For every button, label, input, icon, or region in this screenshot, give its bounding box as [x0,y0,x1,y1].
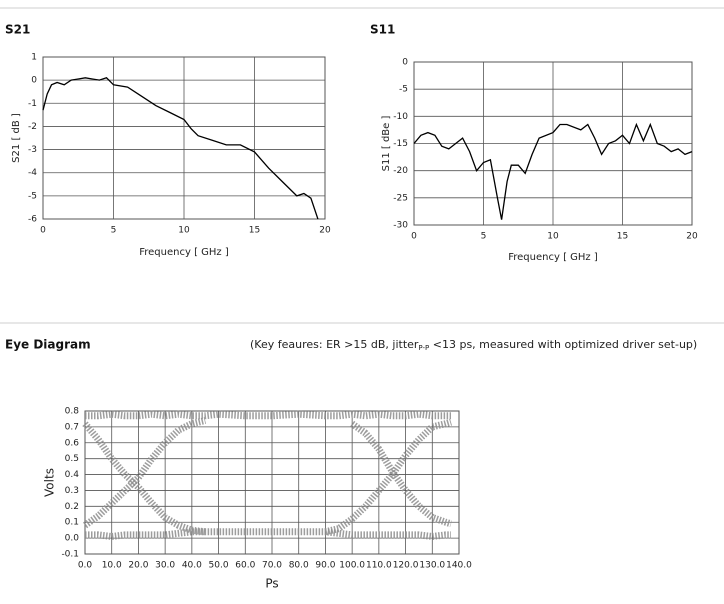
y-tick-label: -20 [393,166,408,176]
x-tick-label: 0 [40,226,46,236]
x-tick-label: 20 [686,232,698,242]
y-tick-label: 0.7 [65,422,79,432]
y-tick-label: -10 [393,112,408,122]
x-tick-label: 70.0 [262,561,282,571]
x-tick-label: 5 [111,226,117,236]
x-tick-label: 20.0 [128,561,148,571]
x-axis-label: Frequency [ GHz ] [508,252,598,263]
y-tick-label: -30 [393,221,408,231]
y-tick-label: 0.2 [65,502,79,512]
note-sub: P-P [418,344,429,352]
y-tick-label: -4 [28,168,37,178]
y-tick-label: 0.0 [65,534,80,544]
x-tick-label: 0 [411,232,417,242]
line [413,122,693,220]
x-tick-label: 60.0 [235,561,255,571]
x-tick-label: 90.0 [315,561,335,571]
y-tick-label: -25 [393,193,408,203]
y-tick-label: -6 [28,215,37,225]
x-tick-label: 40.0 [182,561,202,571]
x-tick-label: 50.0 [209,561,229,571]
y-tick-label: -5 [399,85,408,95]
eye-trace [85,410,451,420]
chart-title: S21 [5,23,30,37]
y-tick-label: 1 [31,53,37,63]
x-tick-label: 0.0 [78,561,93,571]
y-tick-label: 0.3 [65,486,79,496]
x-axis-label: Frequency [ GHz ] [139,247,229,258]
y-axis-label: S21 [ dB ] [11,113,22,163]
y-tick-label: -2 [28,122,37,132]
y-tick-label: -1 [28,99,37,109]
x-tick-label: 10 [547,232,559,242]
x-tick-label: 10.0 [102,561,122,571]
eye-trace [82,420,452,536]
x-tick-label: 110.0 [366,561,392,571]
y-tick-label: 0.5 [65,454,79,464]
x-tick-label: 100.0 [339,561,365,571]
line [42,77,319,220]
y-axis-label: Volts [43,468,57,497]
x-tick-label: 120.0 [393,561,419,571]
y-tick-label: 0.6 [65,438,80,448]
x-axis-label: Ps [265,577,278,591]
note: (Key feaures: ER >15 dB, jitterP-P <13 p… [250,338,697,352]
y-tick-label: 0 [402,58,408,68]
x-tick-label: 15 [617,232,628,242]
x-tick-label: 5 [481,232,487,242]
y-tick-label: 0 [31,76,37,86]
chart-title: Eye Diagram [5,338,91,352]
eye-trace [85,528,451,541]
y-tick-label: -5 [28,191,37,201]
x-tick-label: 10 [178,226,190,236]
note-part: (Key feaures: ER >15 dB, jitter [250,338,419,351]
y-tick-label: -0.1 [61,550,79,560]
x-tick-label: 80.0 [289,561,309,571]
x-tick-label: 15 [249,226,260,236]
x-tick-label: 30.0 [155,561,175,571]
y-tick-label: 0.8 [65,407,80,417]
x-tick-label: 140.0 [446,561,472,571]
chart-title: S11 [370,23,395,37]
y-tick-label: 0.4 [65,470,80,480]
y-tick-label: 0.1 [65,518,79,528]
eye-trace [82,417,452,536]
note-part: <13 ps, measured with optimized driver s… [429,338,697,351]
x-tick-label: 130.0 [419,561,445,571]
y-axis-label: S11 [ dBe ] [381,116,392,172]
y-tick-label: -15 [393,139,408,149]
x-tick-label: 20 [319,226,331,236]
y-tick-label: -3 [28,145,37,155]
